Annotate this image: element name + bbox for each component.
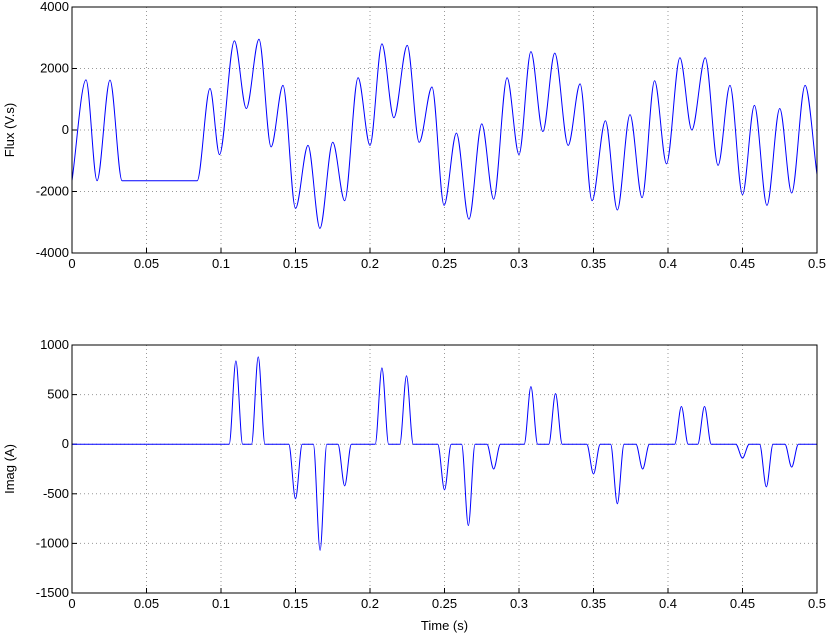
x-tick-label: 0.05 [134, 256, 159, 271]
x-tick-label: 0 [68, 596, 75, 611]
x-tick-label: 0.45 [730, 596, 755, 611]
x-tick-label: 0 [68, 256, 75, 271]
x-tick-label: 0.1 [212, 596, 230, 611]
axes-box [71, 6, 818, 254]
y-tick-label: -1500 [36, 585, 69, 600]
axes-box [71, 344, 818, 594]
x-axis-label: Time (s) [421, 618, 468, 633]
y-tick-label: 0 [62, 122, 69, 137]
x-tick-label: 0.4 [659, 256, 677, 271]
x-tick-label: 0.5 [808, 256, 826, 271]
x-tick-label: 0.35 [581, 596, 606, 611]
x-tick-label: 0.35 [581, 256, 606, 271]
y-tick-label: 4000 [40, 0, 69, 14]
x-tick-label: 0.4 [659, 596, 677, 611]
y-tick-label: -500 [43, 486, 69, 501]
x-tick-label: 0.25 [432, 596, 457, 611]
data-line [71, 38, 818, 229]
y-tick-label: -2000 [36, 184, 69, 199]
x-tick-label: 0.3 [510, 256, 528, 271]
x-tick-label: 0.2 [361, 596, 379, 611]
x-tick-label: 0.2 [361, 256, 379, 271]
y-axis-label: Imag (A) [2, 444, 17, 494]
y-tick-label: 0 [62, 436, 69, 451]
data-line [72, 356, 817, 551]
x-tick-label: 0.15 [283, 596, 308, 611]
y-tick-label: -4000 [36, 245, 69, 260]
x-tick-label: 0.25 [432, 256, 457, 271]
y-axis-label: Flux (V.s) [2, 103, 17, 157]
y-tick-label: 1000 [40, 337, 69, 352]
x-tick-label: 0.5 [808, 596, 826, 611]
x-tick-label: 0.3 [510, 596, 528, 611]
x-tick-label: 0.45 [730, 256, 755, 271]
x-tick-label: 0.05 [134, 596, 159, 611]
y-tick-label: 500 [47, 387, 69, 402]
y-tick-label: 2000 [40, 61, 69, 76]
x-tick-label: 0.1 [212, 256, 230, 271]
y-tick-label: -1000 [36, 535, 69, 550]
x-tick-label: 0.15 [283, 256, 308, 271]
